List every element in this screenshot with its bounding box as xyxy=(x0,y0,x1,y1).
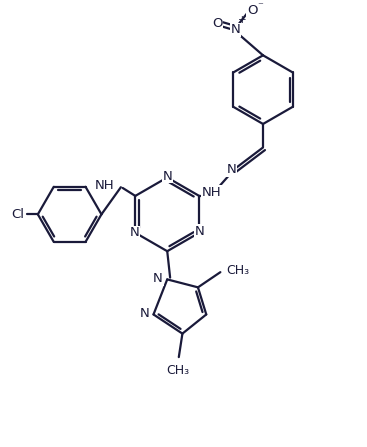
Text: NH: NH xyxy=(95,178,115,192)
Text: O: O xyxy=(247,4,257,17)
Text: N: N xyxy=(231,24,241,37)
Text: CH₃: CH₃ xyxy=(167,364,190,377)
Text: Cl: Cl xyxy=(11,208,25,221)
Text: O: O xyxy=(212,17,222,30)
Text: ⁻: ⁻ xyxy=(258,1,264,11)
Text: N: N xyxy=(130,226,139,239)
Text: N: N xyxy=(195,225,205,238)
Text: N: N xyxy=(139,307,149,320)
Text: N: N xyxy=(153,272,163,285)
Text: CH₃: CH₃ xyxy=(226,264,249,277)
Text: +: + xyxy=(238,15,247,25)
Text: N: N xyxy=(162,169,172,182)
Text: N: N xyxy=(227,163,236,177)
Text: NH: NH xyxy=(202,186,222,199)
